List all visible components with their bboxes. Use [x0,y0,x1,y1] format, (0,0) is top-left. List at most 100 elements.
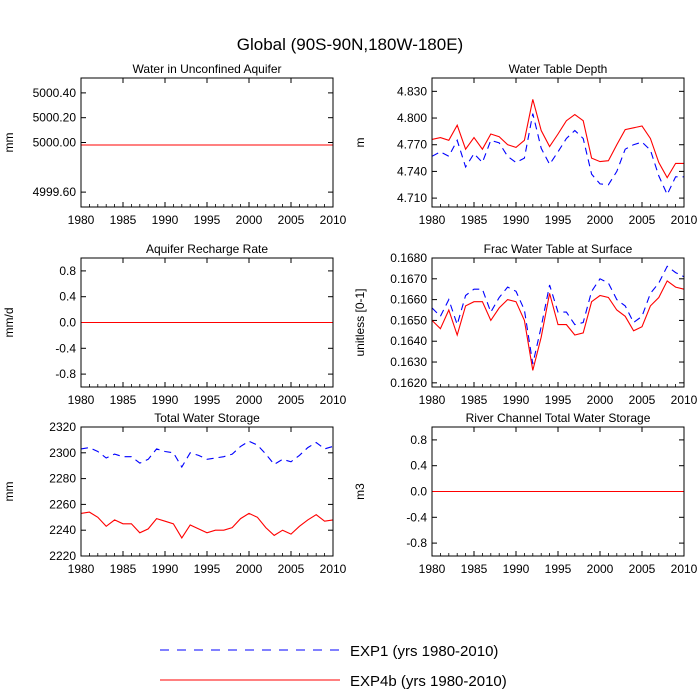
plot-frame [431,426,685,557]
plot-frame [80,426,334,557]
plot-frame [80,257,334,388]
legend-label-exp1: EXP1 (yrs 1980-2010) [350,643,498,660]
panel-title: River Channel Total Water Storage [466,411,651,425]
y-tick-label: 2240 [49,523,76,537]
chart-panel-1: Water in Unconfined Aquifer mm 1980 1985 199… [2,62,347,227]
x-tick-label: 2005 [629,213,656,227]
y-tick-label: 4.830 [397,84,427,98]
y-tick-label: 2300 [49,446,76,460]
x-tick-label: 1980 [419,562,446,576]
chart-panel-4: Frac Water Table at Surface unitless [0-1… [353,242,698,407]
series-line-exp4b [431,280,685,371]
chart-panel-3: Aquifer Recharge Rate mm/d 1980 1985 1990 199… [2,242,347,407]
y-tick-label: 5000.20 [33,111,77,125]
panel-title: Total Water Storage [154,411,260,425]
x-tick-label: 2005 [629,562,656,576]
y-tick-label: 4.800 [397,111,427,125]
y-tick-label: 0.1680 [390,251,427,265]
x-tick-label: 2010 [671,562,698,576]
panel-title: Water in Unconfined Aquifer [133,62,282,76]
y-tick-label: 4.710 [397,191,427,205]
x-tick-label: 1995 [545,393,572,407]
x-tick-label: 2005 [278,213,305,227]
y-tick-label: 0.0 [59,316,76,330]
x-tick-label: 2000 [587,562,614,576]
x-tick-label: 2000 [236,393,263,407]
x-tick-label: 2010 [671,393,698,407]
x-tick-label: 1990 [503,562,530,576]
y-tick-label: 5000.00 [33,136,77,150]
y-tick-label: 0.1630 [390,355,427,369]
x-tick-label: 1985 [461,213,488,227]
x-tick-label: 2010 [320,393,347,407]
series-line-exp1 [80,440,334,469]
y-axis-label: m [353,138,367,148]
y-tick-label: 4.770 [397,138,427,152]
y-tick-label: -0.8 [406,536,427,550]
y-tick-label: 0.1670 [390,272,427,286]
x-tick-label: 1990 [503,393,530,407]
y-tick-label: -0.4 [55,341,76,355]
x-tick-label: 2005 [629,393,656,407]
y-tick-label: 4.740 [397,164,427,178]
y-tick-label: 0.8 [410,433,427,447]
y-tick-label: 0.8 [59,264,76,278]
x-tick-label: 1995 [194,213,221,227]
x-tick-label: 2010 [320,562,347,576]
x-tick-label: 1995 [194,393,221,407]
x-tick-label: 1985 [110,393,137,407]
y-tick-label: -0.8 [55,367,76,381]
y-axis-label: m3 [353,483,367,500]
chart-panels: Water in Unconfined Aquifer mm 1980 1985 199… [2,62,698,576]
y-tick-label: 0.4 [59,290,76,304]
series-line-exp4b [80,511,334,539]
x-tick-label: 1985 [110,562,137,576]
plot-frame [431,257,685,388]
legend: EXP1 (yrs 1980-2010) EXP4b (yrs 1980-201… [160,643,507,690]
x-tick-label: 2000 [236,213,263,227]
x-tick-label: 1985 [110,213,137,227]
x-tick-label: 1980 [68,562,95,576]
panel-title: Frac Water Table at Surface [484,242,633,256]
x-tick-label: 1990 [152,562,179,576]
x-tick-label: 2000 [587,393,614,407]
plot-frame [80,77,334,208]
series-line-exp1 [431,265,685,365]
x-tick-label: 1995 [545,213,572,227]
y-axis-label: unitless [0-1] [353,288,367,356]
y-tick-label: 0.1650 [390,313,427,327]
y-tick-label: 2220 [49,549,76,563]
x-tick-label: 1990 [152,393,179,407]
x-tick-label: 1990 [152,213,179,227]
y-tick-label: -0.4 [406,510,427,524]
legend-label-exp4b: EXP4b (yrs 1980-2010) [350,673,507,690]
x-tick-label: 2000 [587,213,614,227]
y-axis-label: mm [2,133,16,153]
y-tick-label: 0.0 [410,485,427,499]
y-axis-label: mm [2,482,16,502]
x-tick-label: 2010 [320,213,347,227]
x-tick-label: 1990 [503,213,530,227]
y-tick-label: 4999.60 [33,185,77,199]
chart-panel-6: River Channel Total Water Storage m3 1980 1… [353,411,698,576]
y-tick-label: 5000.40 [33,86,77,100]
y-tick-label: 2280 [49,472,76,486]
x-tick-label: 2005 [278,393,305,407]
y-tick-label: 0.1620 [390,376,427,390]
x-tick-label: 1995 [194,562,221,576]
y-tick-label: 0.4 [410,459,427,473]
y-tick-label: 2260 [49,497,76,511]
x-tick-label: 1980 [419,393,446,407]
x-tick-label: 1995 [545,562,572,576]
plot-frame [431,77,685,208]
series-line-exp4b [431,99,684,179]
x-tick-label: 2010 [671,213,698,227]
panel-title: Aquifer Recharge Rate [146,242,268,256]
chart-panel-5: Total Water Storage mm 1980 1985 1990 1995 200… [2,411,347,576]
y-axis-label: mm/d [2,308,16,338]
x-tick-label: 1985 [461,393,488,407]
x-tick-label: 1985 [461,562,488,576]
figure-title: Global (90S-90N,180W-180E) [237,35,463,54]
y-tick-label: 2320 [49,420,76,434]
